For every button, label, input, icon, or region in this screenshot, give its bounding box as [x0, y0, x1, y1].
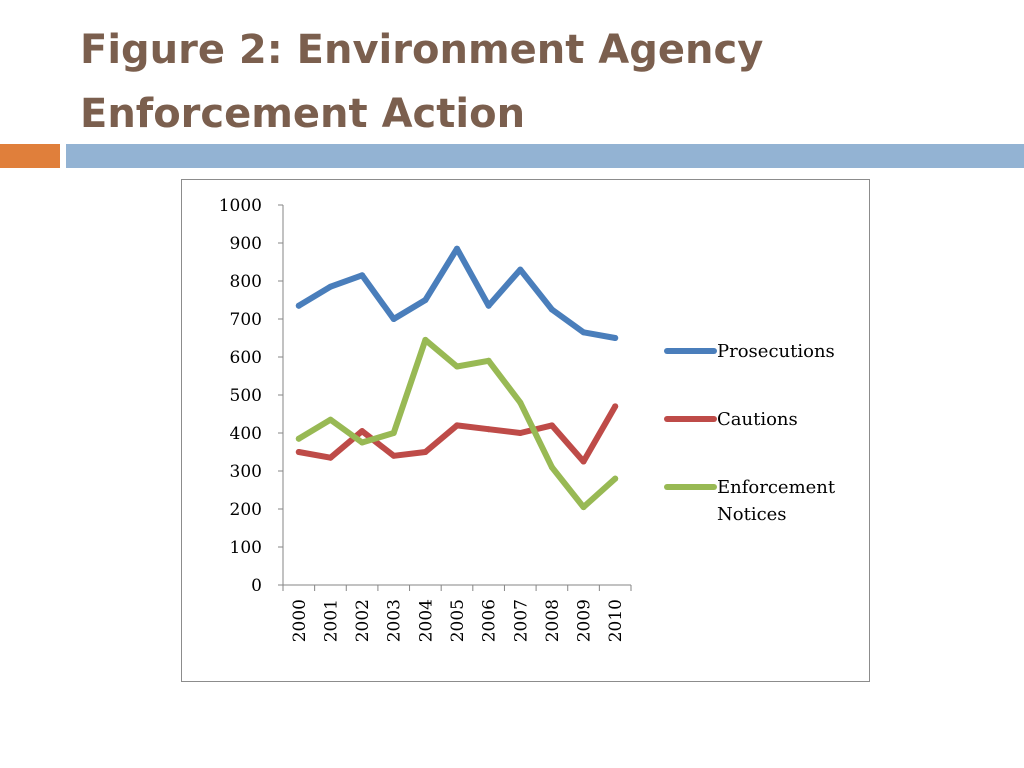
- data-point: [485, 357, 492, 364]
- data-point: [327, 416, 334, 423]
- y-tick-label: 0: [251, 576, 262, 596]
- data-point: [548, 422, 555, 429]
- y-tick-label: 900: [230, 234, 262, 254]
- y-tick-label: 100: [230, 538, 262, 558]
- data-point: [327, 454, 334, 461]
- data-point: [580, 458, 587, 465]
- x-tick-label: 2003: [385, 599, 405, 642]
- y-tick-label: 300: [230, 462, 262, 482]
- data-point: [422, 297, 429, 303]
- legend-entry: Enforcement Notices: [664, 477, 836, 525]
- x-tick-label: 2001: [321, 599, 341, 642]
- data-point: [517, 266, 524, 273]
- data-point: [359, 439, 366, 446]
- y-tick-label: 200: [230, 500, 262, 520]
- chart-axes: 0 100 200 300 400 500 600 700 800 900 1000 2000 2001…: [219, 196, 632, 642]
- y-tick-label: 700: [230, 310, 262, 330]
- x-tick-label: 2006: [480, 599, 500, 642]
- data-point: [422, 449, 429, 455]
- series-line: [295, 245, 619, 341]
- x-tick-label: 2010: [606, 599, 626, 642]
- x-tick-label: 2000: [290, 599, 310, 642]
- data-point: [517, 399, 524, 406]
- chart-legend: Prosecutions Cautions Enforcement Notices: [664, 341, 836, 525]
- data-point: [517, 430, 524, 436]
- series-prosecutions: [295, 245, 619, 341]
- y-tick-label: 800: [230, 272, 262, 292]
- data-point: [548, 306, 555, 313]
- data-point: [390, 452, 397, 459]
- y-tick-label: 600: [230, 348, 262, 368]
- legend-entry: Cautions: [664, 409, 798, 430]
- x-tick-label: 2005: [448, 599, 468, 642]
- data-point: [454, 422, 460, 429]
- slide-title-line2: Enforcement Action: [80, 91, 526, 137]
- legend-label: Notices: [717, 504, 787, 525]
- x-tick-label: 2004: [416, 599, 436, 642]
- y-tick-label: 1000: [219, 196, 262, 216]
- legend-label: Cautions: [717, 409, 798, 430]
- y-tick-label: 400: [230, 424, 262, 444]
- data-point: [422, 336, 429, 343]
- data-point: [485, 426, 492, 433]
- data-point: [295, 435, 302, 442]
- data-point: [612, 335, 619, 341]
- series-cautions: [295, 403, 619, 465]
- legend-label: Prosecutions: [717, 341, 835, 362]
- data-point: [580, 504, 587, 511]
- x-tick-label: 2002: [353, 599, 373, 642]
- slide-title-line1: Figure 2: Environment Agency: [80, 27, 764, 73]
- series-enforcement-notices: [295, 336, 619, 511]
- data-point: [390, 316, 397, 322]
- data-point: [485, 302, 492, 309]
- chart-frame: 0 100 200 300 400 500 600 700 800 900 1000 2000 2001…: [181, 179, 870, 682]
- data-point: [580, 329, 587, 336]
- data-point: [454, 245, 460, 252]
- slide-title: Figure 2: Environment Agency Enforcement…: [80, 18, 980, 146]
- data-point: [295, 302, 302, 309]
- data-point: [612, 403, 619, 410]
- legend-entry: Prosecutions: [664, 341, 835, 362]
- legend-label: Enforcement: [717, 477, 836, 498]
- x-tick-label: 2007: [511, 599, 531, 642]
- chart-series: [295, 245, 619, 511]
- data-point: [295, 449, 302, 455]
- data-point: [548, 464, 555, 471]
- accent-bar-orange: [0, 144, 60, 168]
- line-chart: 0 100 200 300 400 500 600 700 800 900 1000 2000 2001…: [219, 196, 836, 642]
- x-tick-label: 2008: [543, 599, 563, 642]
- data-point: [359, 272, 366, 279]
- data-point: [327, 283, 334, 290]
- data-point: [359, 428, 366, 435]
- accent-bar-blue: [66, 144, 1024, 168]
- data-point: [612, 475, 619, 482]
- y-tick-label: 500: [230, 386, 262, 406]
- x-tick-label: 2009: [575, 599, 595, 642]
- data-point: [390, 430, 397, 436]
- data-point: [454, 363, 460, 370]
